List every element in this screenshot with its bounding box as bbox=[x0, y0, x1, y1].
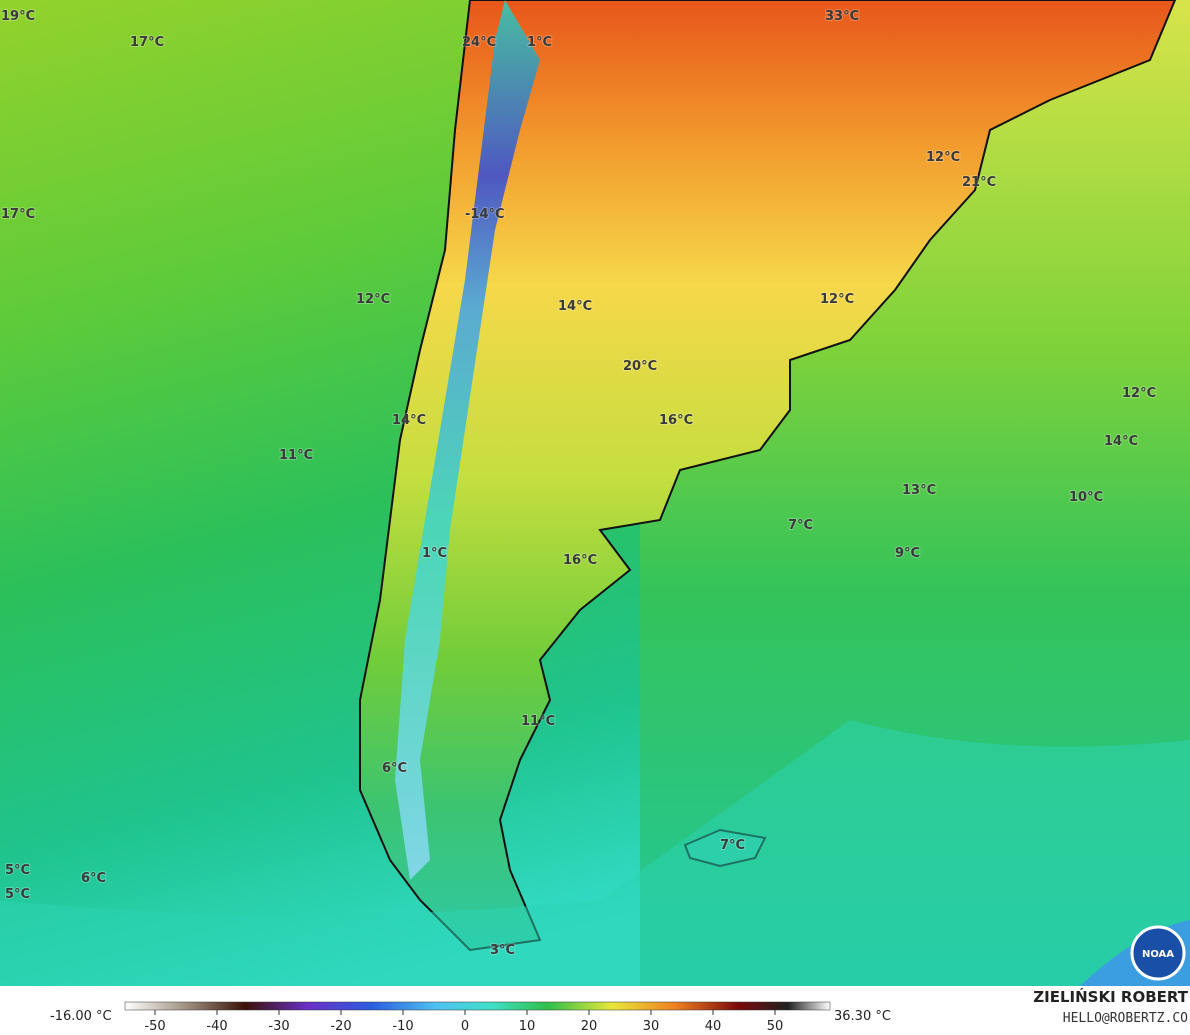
temperature-label: 12°C bbox=[356, 292, 390, 307]
colorbar-tick-label: 10 bbox=[519, 1019, 536, 1034]
noaa-logo bbox=[1130, 925, 1186, 981]
temperature-label: 14°C bbox=[392, 413, 426, 428]
colorbar bbox=[124, 1001, 831, 1011]
colorbar-tick-label: -30 bbox=[268, 1019, 289, 1034]
colorbar-tick-label: 20 bbox=[581, 1019, 598, 1034]
credit-name: ZIELIŃSKI ROBERT bbox=[1033, 987, 1188, 1006]
temperature-label: 11°C bbox=[521, 714, 555, 729]
colorbar-ticks: -50 -40 -30 -20 -10 0 10 20 30 40 50 bbox=[144, 1010, 783, 1034]
temperature-label: 10°C bbox=[1069, 490, 1103, 505]
temperature-label: 13°C bbox=[902, 483, 936, 498]
temperature-label: -14°C bbox=[465, 207, 505, 222]
temperature-label: 16°C bbox=[659, 413, 693, 428]
temperature-label: 9°C bbox=[895, 546, 920, 561]
colorbar-tick-label: -50 bbox=[144, 1019, 165, 1034]
temperature-label: 16°C bbox=[563, 553, 597, 568]
map-area: NOAA bbox=[0, 0, 1190, 986]
temperature-label: 6°C bbox=[382, 761, 407, 776]
temperature-label: 33°C bbox=[825, 9, 859, 24]
temperature-label: 17°C bbox=[1, 207, 35, 222]
temperature-label: 12°C bbox=[926, 150, 960, 165]
south-america bbox=[359, 0, 1177, 952]
cold-water bbox=[0, 720, 1190, 986]
temperature-label: 21°C bbox=[962, 175, 996, 190]
temperature-labels: 19°C17°C 24°C 1°C33°C17°C -14°C12°C21°C12°C… bbox=[0, 8, 1157, 959]
andes bbox=[395, 0, 540, 880]
credit-contact: HELLO@ROBERTZ.CO bbox=[1063, 1011, 1188, 1026]
temperature-label: 7°C bbox=[788, 518, 813, 533]
colorbar-tick-label: 40 bbox=[705, 1019, 722, 1034]
temperature-label: 11°C bbox=[279, 448, 313, 463]
temperature-label: 1°C bbox=[422, 546, 447, 561]
temperature-label: 24°C bbox=[462, 35, 496, 50]
footer bbox=[0, 986, 1190, 1035]
temperature-label: 5°C bbox=[5, 887, 30, 902]
temperature-label: 14°C bbox=[558, 299, 592, 314]
colorbar-tick-label: -10 bbox=[392, 1019, 413, 1034]
colorbar-tick-label: -40 bbox=[206, 1019, 227, 1034]
noaa-logo-text: NOAA bbox=[1142, 949, 1174, 960]
colorbar-tick-label: 50 bbox=[767, 1019, 784, 1034]
colorbar-tick-label: 30 bbox=[643, 1019, 660, 1034]
temperature-label: 7°C bbox=[720, 838, 745, 853]
temperature-label: 19°C bbox=[1, 9, 35, 24]
temperature-label: 6°C bbox=[81, 871, 106, 886]
colorbar-tick-label: 0 bbox=[461, 1019, 469, 1034]
temperature-label: 17°C bbox=[130, 35, 164, 50]
temperature-label: 14°C bbox=[1104, 434, 1138, 449]
temperature-label: 1°C bbox=[527, 35, 552, 50]
temperature-label: 5°C bbox=[5, 863, 30, 878]
colorbar-tick-label: -20 bbox=[330, 1019, 351, 1034]
temperature-label: 3°C bbox=[490, 943, 515, 958]
colorbar-max: 36.30 °C bbox=[834, 1009, 891, 1024]
temperature-label: 12°C bbox=[820, 292, 854, 307]
colorbar-min: -16.00 °C bbox=[50, 1009, 112, 1024]
temperature-label: 20°C bbox=[623, 359, 657, 374]
temperature-label: 12°C bbox=[1122, 386, 1156, 401]
